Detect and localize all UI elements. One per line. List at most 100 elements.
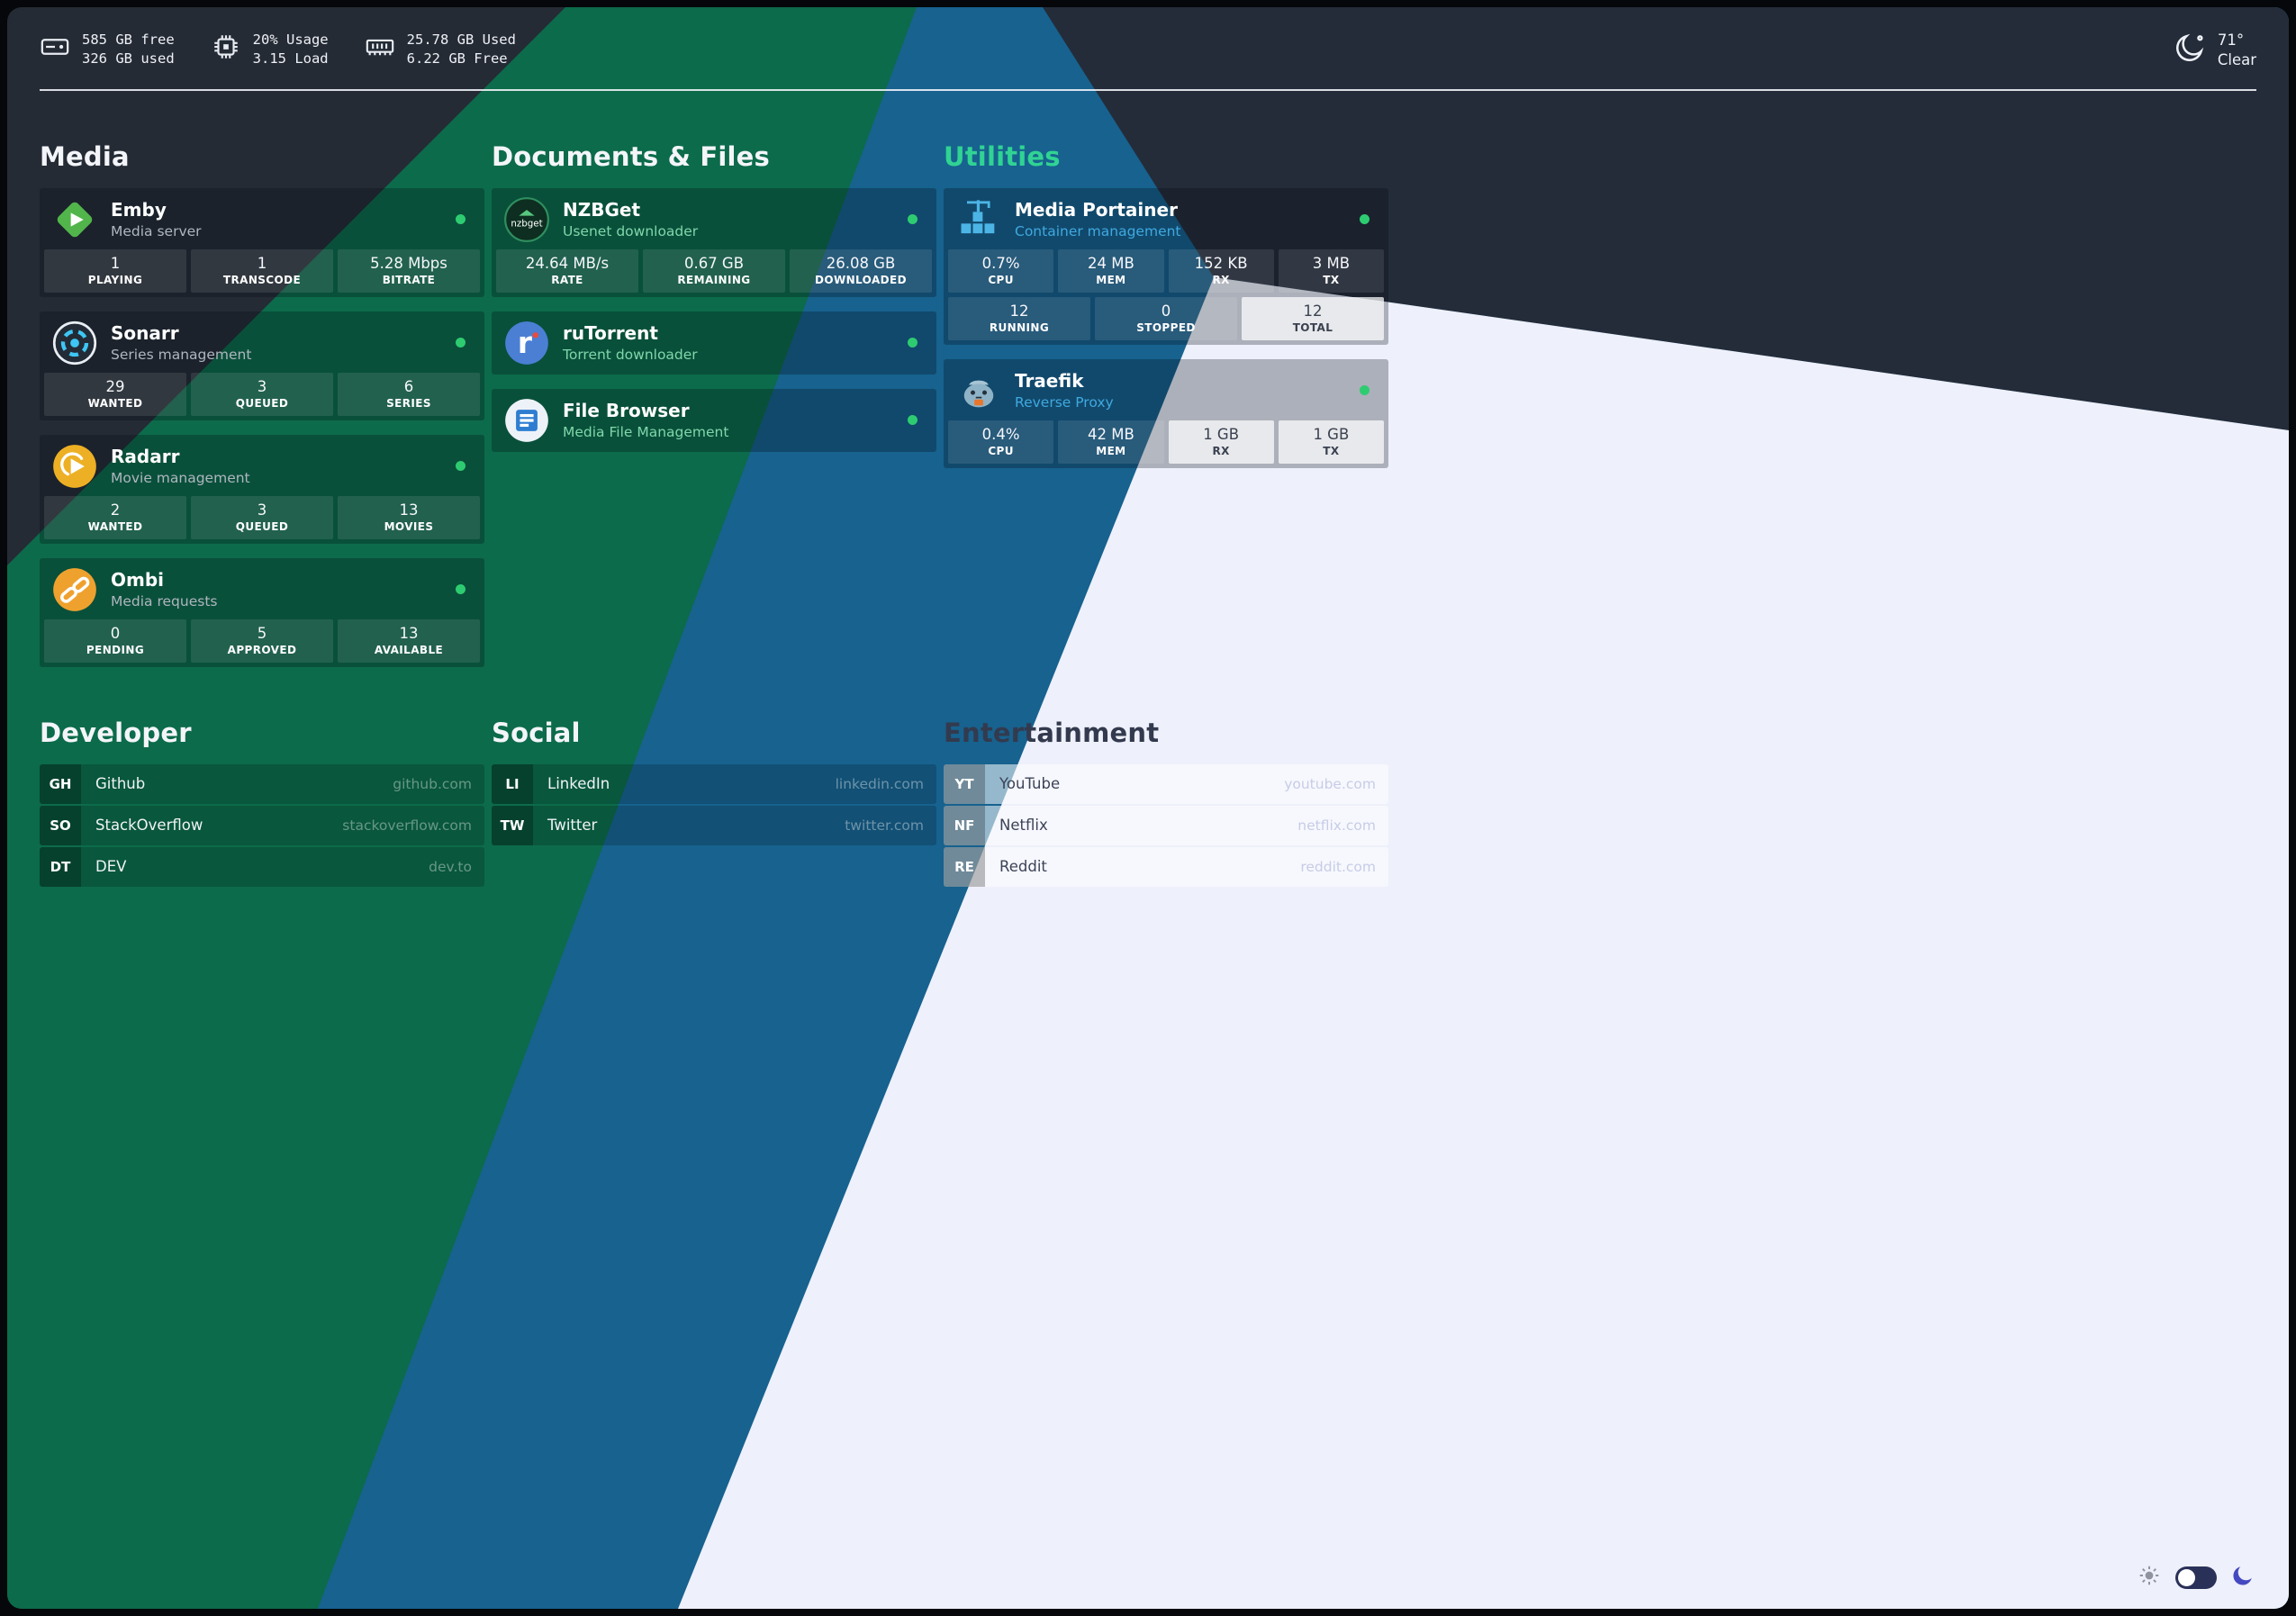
section-title-developer: Developer xyxy=(40,717,192,748)
bookmark-prefix: GH xyxy=(40,763,81,804)
stat-queued: 3 QUEUED xyxy=(191,495,333,539)
stat-stopped: 0 STOPPED xyxy=(1095,296,1237,340)
stat-label: QUEUED xyxy=(235,519,289,533)
memory-icon xyxy=(365,32,395,68)
bookmark-linkedin[interactable]: LI LinkedIn linkedin.com xyxy=(492,763,936,804)
stat-available: 13 AVAILABLE xyxy=(338,618,480,663)
stat-rx: 152 KB RX xyxy=(1168,248,1274,293)
stat-pending: 0 PENDING xyxy=(44,618,186,663)
stat-label: PLAYING xyxy=(87,273,143,286)
stat-value: 3 xyxy=(257,501,267,519)
stat-value: 13 xyxy=(399,624,419,642)
disk-used: 326 GB used xyxy=(82,50,175,67)
bookmark-twitter[interactable]: TW Twitter twitter.com xyxy=(492,805,936,845)
app-card-filebrowser[interactable]: File Browser Media File Management xyxy=(492,388,936,452)
section-documents-files: Documents & Files nzbget NZBGet Usenet d… xyxy=(492,141,936,452)
app-card-radarr[interactable]: Radarr Movie management 2 WANTED 3 QUEUED … xyxy=(40,434,484,544)
app-name: Media Portainer xyxy=(1015,199,1178,221)
stat-label: RX xyxy=(1212,273,1230,286)
section-media: Media Emby Media server xyxy=(40,141,484,667)
moon-icon xyxy=(2173,31,2207,70)
stat-value: 12 xyxy=(1303,302,1323,320)
bookmark-prefix: SO xyxy=(40,805,81,845)
app-name: Traefik xyxy=(1015,370,1084,393)
stat-cpu: 0.7% CPU xyxy=(948,248,1054,293)
stat-running: 12 RUNNING xyxy=(948,296,1090,340)
nzbget-icon: nzbget xyxy=(503,196,550,243)
app-name: ruTorrent xyxy=(563,322,658,345)
stat-mem: 42 MB MEM xyxy=(1058,420,1164,464)
app-description: Reverse Proxy xyxy=(1015,394,1114,411)
status-dot xyxy=(456,338,466,348)
app-card-ombi[interactable]: Ombi Media requests 0 PENDING 5 APPROVED 1… xyxy=(40,557,484,667)
theme-toggle[interactable] xyxy=(2175,1566,2217,1589)
app-card-portainer[interactable]: Media Portainer Container management 0.7… xyxy=(944,187,1388,345)
bookmark-url: netflix.com xyxy=(1297,817,1376,834)
stat-queued: 3 QUEUED xyxy=(191,372,333,416)
dark-moon-icon xyxy=(2231,1564,2255,1591)
stat-label: REMAINING xyxy=(677,273,751,286)
theme-toggle-knob[interactable] xyxy=(2178,1568,2195,1586)
stat-value: 1 GB xyxy=(1203,425,1240,443)
bookmark-prefix: YT xyxy=(944,763,985,804)
bookmark-github[interactable]: GH Github github.com xyxy=(40,763,484,804)
app-name: Radarr xyxy=(111,446,180,468)
bookmark-youtube[interactable]: YT YouTube youtube.com xyxy=(944,763,1388,804)
traefik-icon xyxy=(955,367,1002,414)
app-card-rutorrent[interactable]: r ruTorrent Torrent downloader xyxy=(492,311,936,375)
portainer-icon xyxy=(955,196,1002,243)
bookmark-name: DEV xyxy=(95,858,127,876)
bookmark-reddit[interactable]: RE Reddit reddit.com xyxy=(944,846,1388,887)
memory-used: 25.78 GB Used xyxy=(406,32,516,48)
stat-value: 13 xyxy=(399,501,419,519)
bookmark-url: github.com xyxy=(393,775,472,792)
stat-value: 12 xyxy=(1009,302,1029,320)
stat-bitrate: 5.28 Mbps BITRATE xyxy=(338,248,480,293)
ombi-icon xyxy=(51,566,98,613)
bookmark-dev[interactable]: DT DEV dev.to xyxy=(40,846,484,887)
sun-icon xyxy=(2138,1564,2161,1591)
memory-stat: 25.78 GB Used 6.22 GB Free xyxy=(365,31,516,68)
system-stats: 585 GB free 326 GB used 20% Usage 3.15 L… xyxy=(40,31,516,68)
status-dot xyxy=(908,214,917,225)
weather-widget: 71° Clear xyxy=(2173,31,2256,71)
stat-label: TX xyxy=(1323,444,1340,457)
status-dot xyxy=(1360,385,1369,396)
stat-label: MOVIES xyxy=(384,519,434,533)
stat-series: 6 SERIES xyxy=(338,372,480,416)
app-card-emby[interactable]: Emby Media server 1 PLAYING 1 TRANSCODE 5.… xyxy=(40,187,484,297)
app-description: Media server xyxy=(111,223,202,240)
app-card-traefik[interactable]: Traefik Reverse Proxy 0.4% CPU 42 MB MEM 1… xyxy=(944,358,1388,468)
stat-label: CPU xyxy=(988,444,1014,457)
stat-approved: 5 APPROVED xyxy=(191,618,333,663)
stat-value: 1 xyxy=(257,254,267,272)
stat-movies: 13 MOVIES xyxy=(338,495,480,539)
stat-value: 0.67 GB xyxy=(683,254,745,272)
app-name: Emby xyxy=(111,199,167,221)
stat-wanted: 2 WANTED xyxy=(44,495,186,539)
bookmark-url: stackoverflow.com xyxy=(342,817,472,834)
stat-rx: 1 GB RX xyxy=(1168,420,1274,464)
stat-label: WANTED xyxy=(87,396,143,410)
app-card-nzbget[interactable]: nzbget NZBGet Usenet downloader 24.64 MB… xyxy=(492,187,936,297)
stat-label: RATE xyxy=(551,273,583,286)
stat-transcode: 1 TRANSCODE xyxy=(191,248,333,293)
cpu-usage: 20% Usage xyxy=(252,32,329,48)
bookmark-netflix[interactable]: NF Netflix netflix.com xyxy=(944,805,1388,845)
app-card-sonarr[interactable]: Sonarr Series management 29 WANTED 3 QUEUE… xyxy=(40,311,484,420)
bookmark-url: youtube.com xyxy=(1284,775,1376,792)
filebrowser-icon xyxy=(503,397,550,444)
bookmark-stackoverflow[interactable]: SO StackOverflow stackoverflow.com xyxy=(40,805,484,845)
stat-value: 29 xyxy=(105,377,125,395)
stat-downloaded: 26.08 GB DOWNLOADED xyxy=(790,248,932,293)
bookmark-name: LinkedIn xyxy=(547,775,610,793)
stat-label: MEM xyxy=(1096,444,1126,457)
nzbget-icon-text: nzbget xyxy=(511,218,542,229)
status-dot xyxy=(908,338,917,348)
bookmark-url: linkedin.com xyxy=(835,775,924,792)
radarr-icon xyxy=(51,443,98,490)
app-name: NZBGet xyxy=(563,199,641,221)
stat-value: 1 xyxy=(110,254,121,272)
stat-value: 26.08 GB xyxy=(826,254,896,272)
cpu-stat: 20% Usage 3.15 Load xyxy=(211,31,329,68)
